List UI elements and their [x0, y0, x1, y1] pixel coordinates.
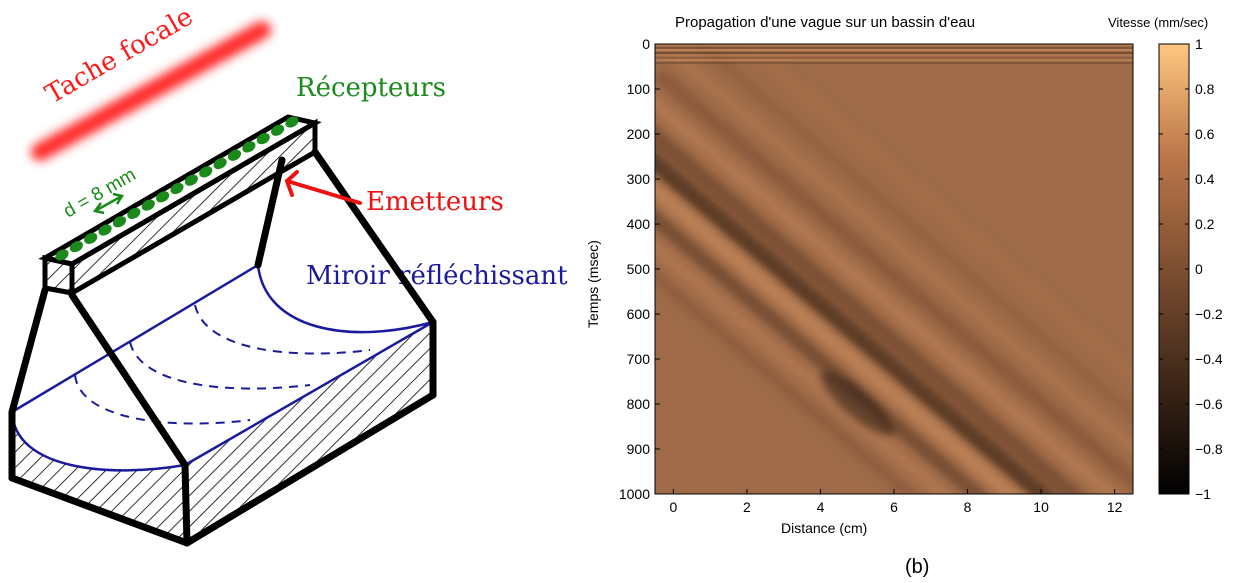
x-tick-label: 6 [890, 499, 898, 515]
x-tick-label: 10 [1033, 499, 1049, 515]
colorbar-tick-label: 0.8 [1195, 81, 1215, 97]
figure-caption: (b) [905, 556, 930, 578]
noise-stripe [655, 61, 1133, 64]
x-tick-label: 2 [743, 499, 751, 515]
y-tick-label: 0 [642, 36, 650, 52]
x-tick-label: 8 [964, 499, 972, 515]
wave-band [655, 68, 1133, 490]
wave-band [655, 179, 1023, 494]
colorbar-tick-label: 1 [1195, 36, 1203, 52]
y-tick-label: 300 [627, 171, 651, 187]
frame [8, 148, 437, 547]
receiver-element [98, 224, 112, 236]
x-tick-label: 4 [817, 499, 825, 515]
colorbar-tick-label: 0.2 [1195, 216, 1215, 232]
y-tick-label: 1000 [619, 486, 650, 502]
transducer-diagram: Tache focale Récepteurs Miroir réfléchis… [8, 2, 568, 547]
receivers-label: Récepteurs [296, 73, 446, 103]
noise-stripe [655, 54, 1133, 57]
colorbar [1158, 43, 1190, 495]
noise-stripe [655, 49, 1133, 52]
colorbar-tick-label: 0 [1195, 261, 1203, 277]
emitter-arrow [284, 170, 362, 205]
x-tick-label: 12 [1107, 499, 1123, 515]
colorbar-tick-label: 0.6 [1195, 126, 1215, 142]
emitters-label: Emetteurs [366, 187, 504, 217]
y-tick-label: 700 [627, 351, 651, 367]
colorbar-tick-label: −1 [1195, 486, 1211, 502]
receiver-element [170, 182, 184, 195]
wave-band [655, 126, 1085, 494]
y-tick-label: 200 [627, 126, 651, 142]
receiver-element [127, 207, 141, 220]
colorbar-tick-label: −0.6 [1195, 396, 1223, 412]
noise-stripe [655, 44, 1133, 47]
mirror-dashed-curves [74, 304, 371, 425]
x-tick-label: 0 [669, 499, 677, 515]
wave-band [655, 209, 988, 494]
colorbar-tick-label: −0.4 [1195, 351, 1223, 367]
spacing-arrow [92, 192, 124, 215]
receiver-elements [55, 116, 299, 261]
receiver-element [256, 133, 270, 145]
receiver-element [213, 157, 227, 170]
wave-band [655, 268, 919, 494]
colorbar-ticks: 1 0.8 0.6 0.4 0.2 0 −0.2 −0.4 −0.6 −0.8 −1 [1159, 36, 1223, 502]
wave-band [655, 238, 954, 494]
x-axis-label: Distance (cm) [781, 520, 867, 536]
noise-stripe [655, 56, 1133, 59]
receiver-element [242, 141, 256, 153]
colorbar-tick-label: −0.8 [1195, 441, 1223, 457]
focal-spot [31, 21, 271, 161]
y-axis-label: Temps (msec) [585, 240, 601, 328]
y-tick-label: 100 [627, 81, 651, 97]
mirror-label: Miroir réfléchissant [306, 261, 568, 291]
chart-title: Propagation d'une vague sur un bassin d'… [675, 14, 975, 31]
colorbar-tick-label: −0.2 [1195, 306, 1223, 322]
y-tick-label: 500 [627, 261, 651, 277]
receiver-element [112, 216, 127, 228]
y-tick-label: 900 [627, 441, 651, 457]
heatmap-waves [655, 44, 1133, 494]
wave-band [691, 44, 1133, 423]
wave-band [655, 151, 1055, 494]
receiver-element [69, 241, 83, 253]
min-velocity-region [819, 371, 895, 437]
receiver-element [285, 116, 299, 128]
colorbar-label: Vitesse (mm/sec) [1108, 15, 1208, 30]
receiver-element [271, 124, 285, 136]
y-tick-label: 600 [627, 306, 651, 322]
receiver-element [141, 199, 155, 211]
mirror-curves [10, 263, 434, 472]
receiver-element [156, 191, 170, 203]
receiver-element [184, 174, 198, 186]
side-face [185, 322, 433, 543]
y-tick-label: 400 [627, 216, 651, 232]
x-axis: 0 2 4 6 8 10 12 [669, 489, 1123, 515]
noise-stripe [655, 51, 1133, 54]
colorbar-tick-label: 0.4 [1195, 171, 1215, 187]
noise-stripe [655, 59, 1133, 62]
wave-band [655, 94, 1122, 494]
receiver-element [55, 249, 69, 261]
y-tick-label: 800 [627, 396, 651, 412]
receiver-element [199, 166, 213, 178]
wave-band [670, 50, 1133, 456]
receiver-element [84, 232, 98, 244]
wave-band [735, 44, 1133, 385]
y-axis: 0 100 200 300 400 500 600 700 800 900 1000 [619, 36, 660, 502]
front-face [12, 412, 187, 543]
noise-stripe [655, 46, 1133, 49]
heatmap-noise-band [655, 44, 1133, 64]
receiver-element [227, 149, 242, 161]
